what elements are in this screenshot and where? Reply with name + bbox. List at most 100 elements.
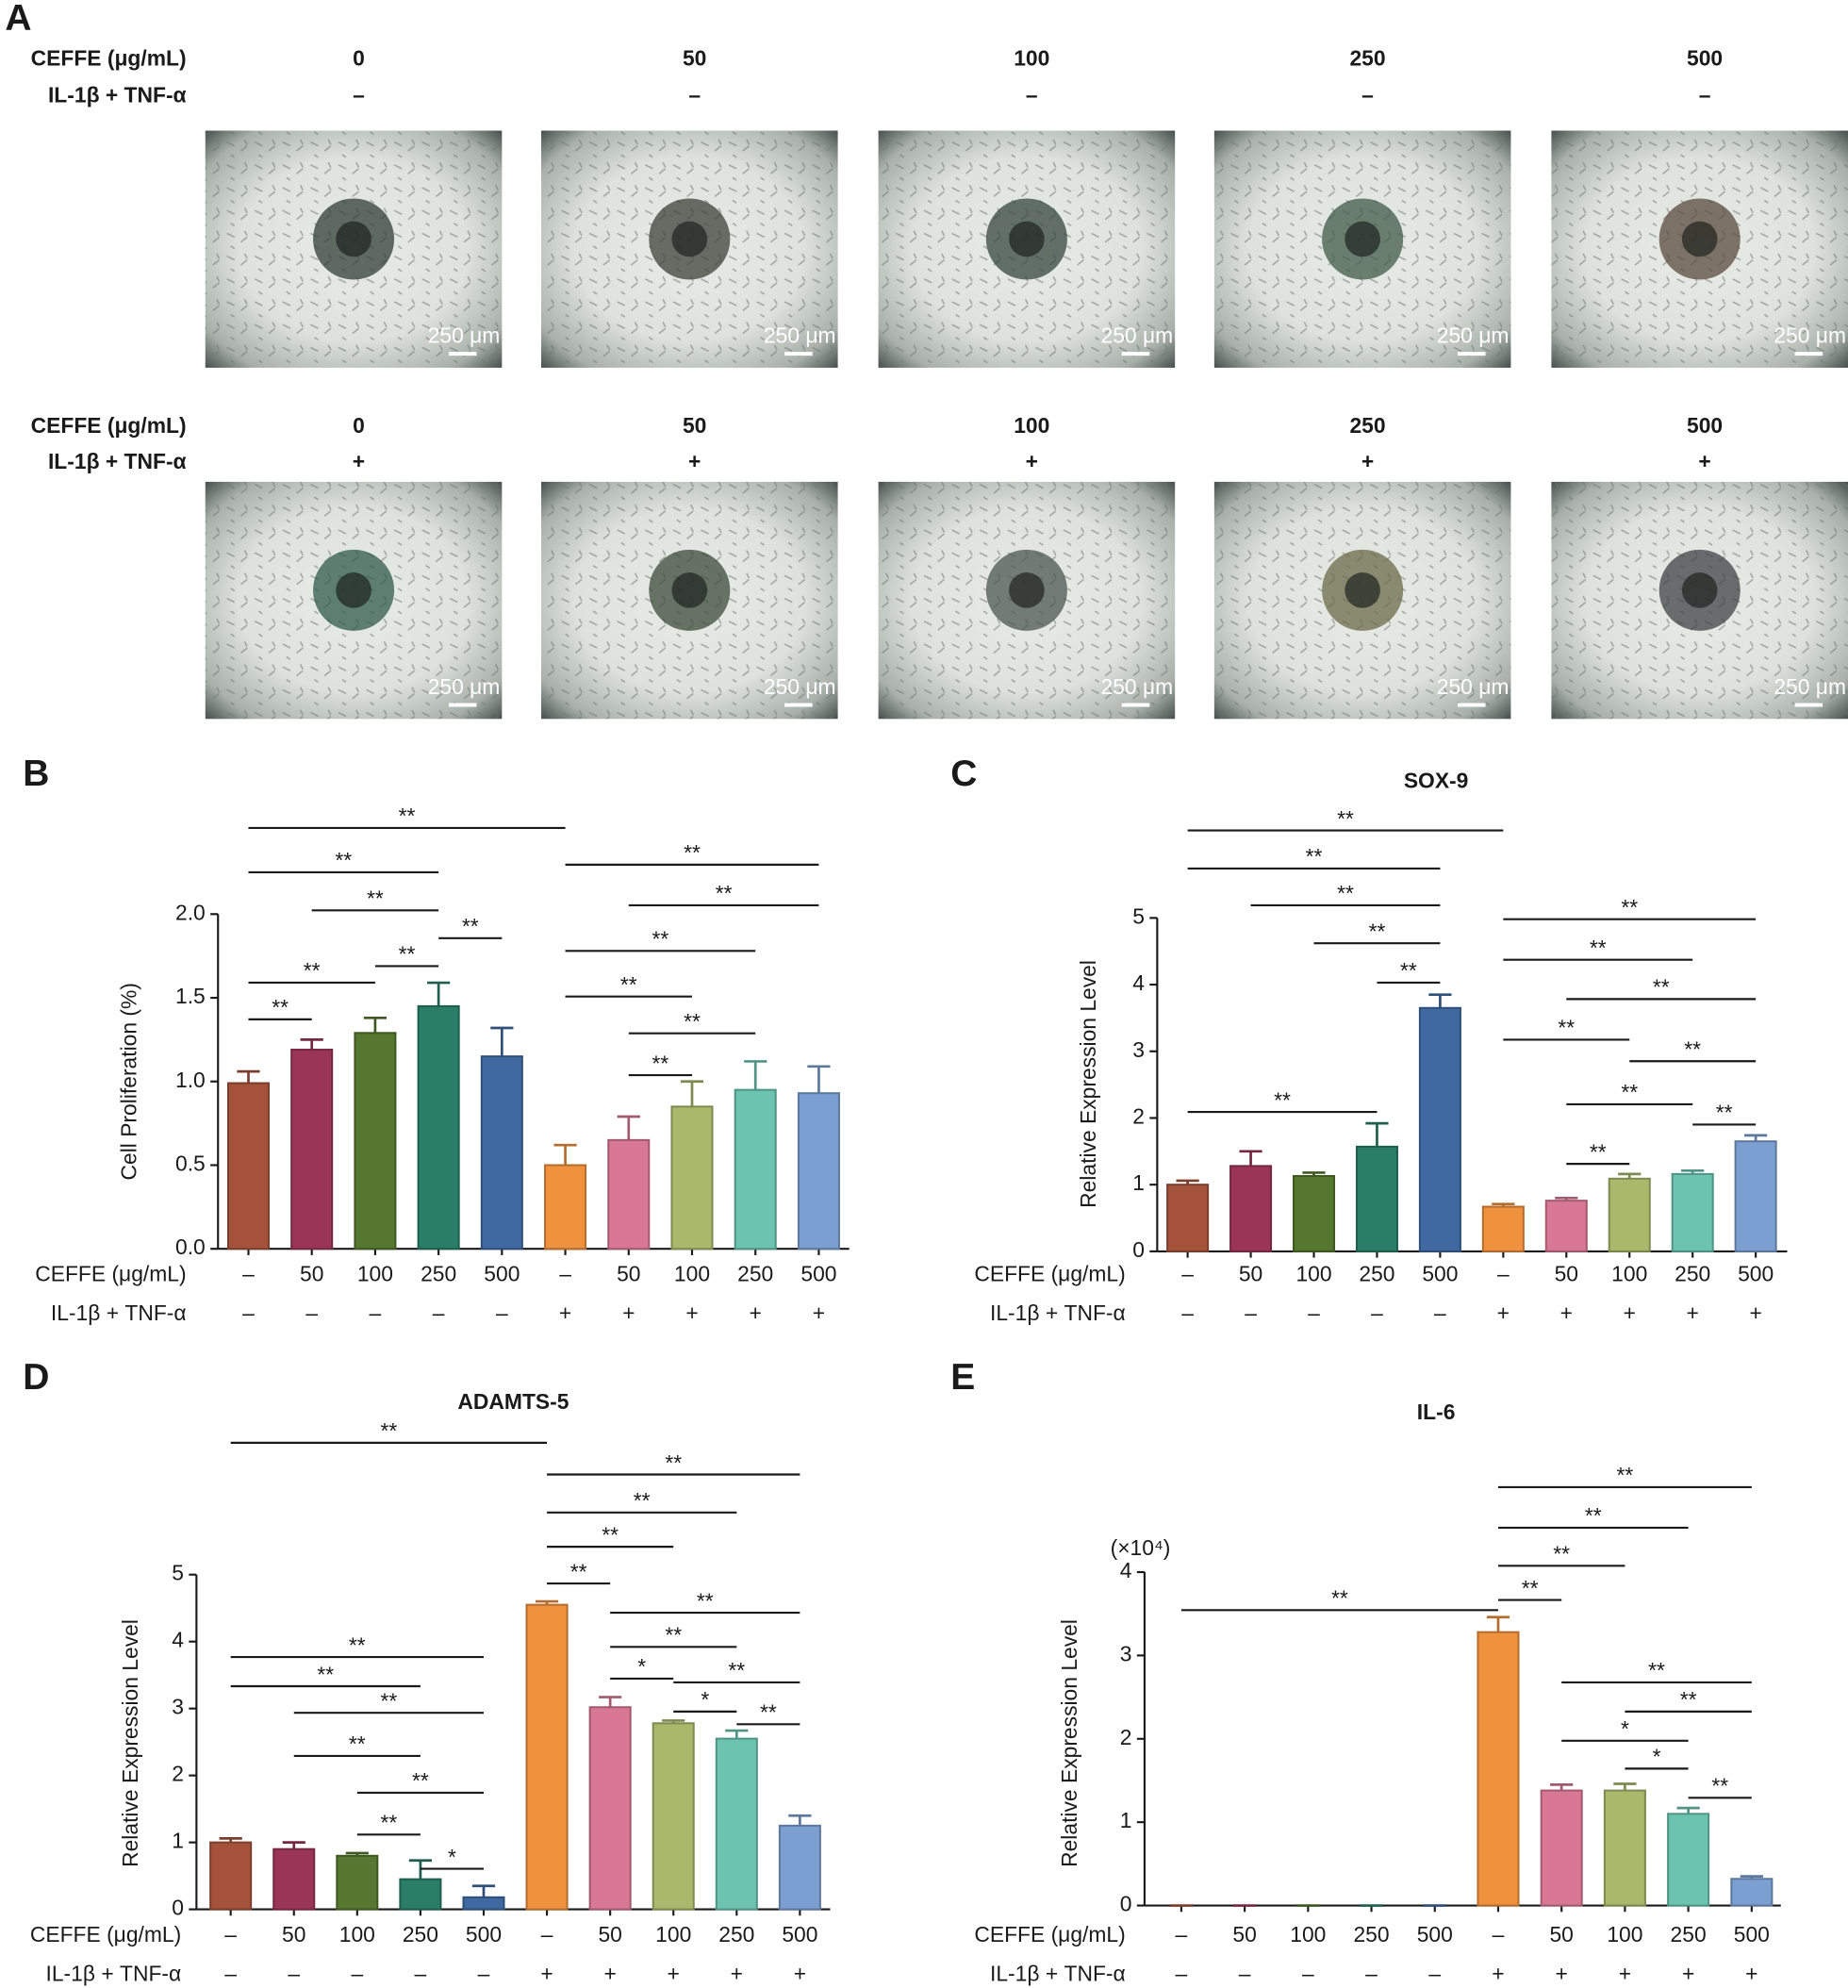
x-tick-label: –: [541, 1922, 553, 1947]
bar: [1730, 1878, 1774, 1907]
concentration-label: 250: [1349, 413, 1385, 438]
error-bar: [1618, 1172, 1642, 1179]
treatment-label: –: [288, 1962, 300, 1986]
error-bar: [1492, 1202, 1515, 1207]
treatment-label: –: [1181, 1300, 1194, 1325]
x-tick-label: 50: [598, 1922, 621, 1947]
row-label: CEFFE (μg/mL): [31, 413, 187, 438]
significance-label: **: [620, 972, 637, 997]
micrograph-core: [336, 221, 371, 257]
error-bar: [744, 1060, 767, 1090]
treatment-label: +: [1492, 1962, 1504, 1986]
x-tick-label: 500: [466, 1922, 502, 1947]
x-tick-label: 50: [1555, 1261, 1578, 1285]
treatment-label: +: [1624, 1300, 1636, 1325]
bar: [226, 1082, 271, 1251]
error-bar: [219, 1837, 242, 1843]
x-tick-label: 100: [655, 1922, 691, 1947]
significance-label: **: [304, 958, 321, 983]
concentration-label: 100: [1014, 45, 1049, 70]
treatment-label: –: [415, 1962, 427, 1986]
row-label: CEFFE (μg/mL): [31, 45, 187, 70]
bar: [1355, 1145, 1398, 1252]
y-axis-label: Relative Expression Level: [1076, 960, 1100, 1208]
micrograph-core: [1345, 572, 1380, 608]
bar: [670, 1105, 714, 1251]
significance-label: **: [665, 1623, 682, 1648]
significance-label: **: [570, 1559, 587, 1583]
error-bar: [1676, 1806, 1700, 1814]
significance-label: **: [399, 942, 416, 967]
treatment-label: –: [1176, 1962, 1188, 1986]
y-axis-label: Relative Expression Level: [1057, 1619, 1081, 1867]
micrograph: 250 μm: [1213, 130, 1511, 368]
error-bar: [408, 1859, 433, 1880]
micrograph: 250 μm: [205, 130, 503, 368]
significance-label: **: [412, 1768, 429, 1793]
significance-label: **: [380, 1688, 397, 1713]
bar: [607, 1138, 651, 1251]
micrograph: 250 μm: [1551, 130, 1848, 368]
significance-label: **: [349, 1632, 366, 1657]
row-label: IL-1β + TNF-α: [45, 1962, 181, 1986]
significance-label: **: [317, 1662, 334, 1686]
scale-bar-label: 250 μm: [1774, 323, 1846, 348]
bar: [1671, 1172, 1714, 1252]
treatment-label: +: [794, 1962, 806, 1986]
x-tick-label: 50: [300, 1261, 323, 1285]
treatment-label: –: [351, 1962, 363, 1986]
significance-label: **: [380, 1811, 397, 1835]
y-tick-label: 2.0: [175, 900, 206, 924]
treatment-label: +: [1698, 449, 1710, 473]
treatment-label: –: [433, 1300, 445, 1325]
bar: [354, 1032, 397, 1251]
significance-label: **: [1680, 1687, 1697, 1712]
significance-label: **: [602, 1522, 619, 1547]
chart-title: IL-6: [1417, 1400, 1456, 1424]
bar: [797, 1092, 840, 1251]
x-tick-label: –: [1497, 1261, 1510, 1285]
x-tick-label: 250: [737, 1261, 773, 1285]
x-tick-label: 50: [282, 1922, 305, 1947]
x-tick-label: 250: [1359, 1261, 1394, 1285]
significance-label: **: [684, 840, 701, 865]
bar: [715, 1737, 758, 1911]
treatment-label: –: [1361, 82, 1374, 107]
bar: [336, 1854, 379, 1911]
y-tick-label: 2: [1132, 1104, 1145, 1129]
significance-label: *: [1653, 1745, 1661, 1769]
y-tick-label: 5: [172, 1561, 184, 1585]
scale-bar-label: 250 μm: [764, 674, 836, 699]
panel-label: D: [23, 1357, 49, 1398]
panel-label: A: [5, 0, 31, 39]
bar: [1418, 1006, 1461, 1252]
significance-label: **: [634, 1488, 651, 1513]
significance-label: **: [1553, 1542, 1570, 1566]
x-tick-label: 500: [484, 1261, 520, 1285]
treatment-label: +: [540, 1962, 553, 1986]
treatment-label: –: [478, 1962, 490, 1986]
bar: [544, 1164, 587, 1251]
bar: [525, 1603, 569, 1911]
concentration-label: 0: [353, 45, 365, 70]
row-label: CEFFE (μg/mL): [974, 1922, 1125, 1947]
axis-note: (×10⁴): [1111, 1535, 1171, 1560]
bar: [399, 1878, 442, 1911]
significance-label: **: [1617, 1463, 1634, 1487]
x-tick-label: 250: [718, 1922, 754, 1947]
y-tick-label: 4: [1120, 1558, 1132, 1582]
significance-label: **: [399, 803, 416, 828]
significance-label: **: [367, 886, 384, 911]
y-tick-label: 2: [1120, 1725, 1132, 1749]
error-bar: [1550, 1783, 1574, 1791]
treatment-label: –: [224, 1962, 237, 1986]
significance-label: **: [1590, 1139, 1607, 1164]
bar: [209, 1841, 253, 1911]
error-bar: [725, 1729, 749, 1739]
treatment-label: –: [305, 1300, 318, 1325]
significance-label: **: [1522, 1576, 1539, 1600]
y-tick-label: 5: [1132, 903, 1145, 928]
significance-label: **: [1369, 919, 1386, 944]
error-bar: [427, 981, 451, 1006]
error-bar: [662, 1719, 685, 1724]
